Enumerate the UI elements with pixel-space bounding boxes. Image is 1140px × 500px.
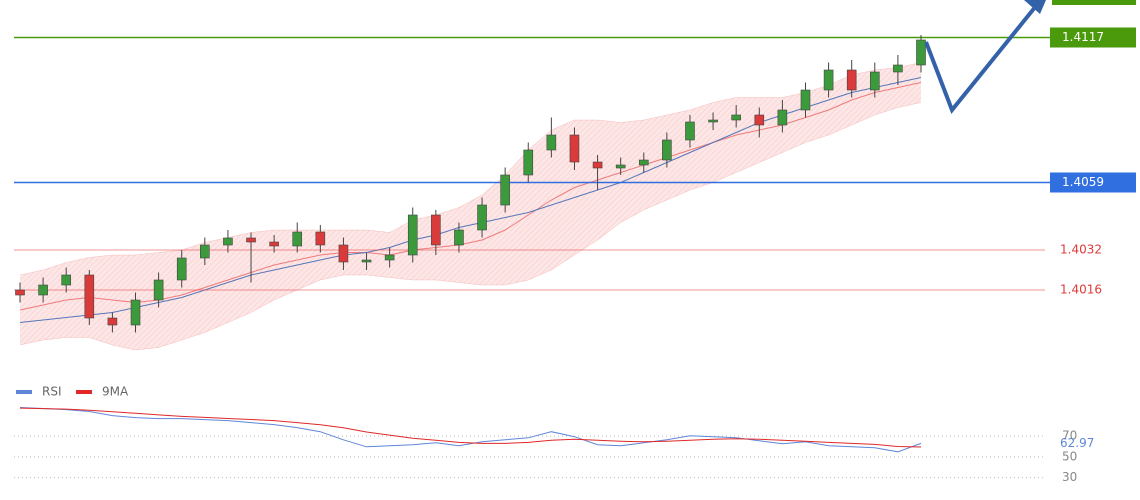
candle-body <box>38 284 48 296</box>
legend-label: 9MA <box>102 385 129 399</box>
candle-body <box>200 244 210 259</box>
price-level-label: 1.4032 <box>1060 243 1102 257</box>
legend-label: RSI <box>42 385 62 399</box>
candle-body <box>546 134 557 151</box>
price-tag <box>1050 27 1136 48</box>
candle-body <box>615 164 626 169</box>
candle-body <box>846 69 857 91</box>
candle-body <box>153 279 164 301</box>
candle-body <box>823 69 834 91</box>
candle-body <box>269 241 279 247</box>
candle-body <box>292 231 303 247</box>
price-tag <box>1050 172 1136 193</box>
candle-body <box>223 237 233 246</box>
candle-body <box>662 139 672 161</box>
y-tick-label: 50 <box>1062 449 1077 463</box>
indicator-line <box>19 407 922 448</box>
y-tick-label: 30 <box>1062 470 1077 484</box>
candle-body <box>315 231 326 246</box>
band-edge <box>19 102 922 351</box>
candle-body <box>500 174 510 206</box>
price-tag-label: 1.4059 <box>1062 175 1104 189</box>
candle-body <box>523 149 534 176</box>
candle-body <box>407 214 418 256</box>
candle-body <box>777 109 788 126</box>
candle-body <box>685 121 695 141</box>
offscreen-tag <box>1052 0 1136 5</box>
candle-body <box>869 71 880 91</box>
candle-body <box>176 257 187 281</box>
candle-body <box>84 274 95 319</box>
candle-body <box>61 274 72 286</box>
candle-body <box>107 317 118 326</box>
candle-body <box>15 289 25 296</box>
price-level-label: 1.4016 <box>1060 283 1102 297</box>
candle-body <box>130 299 141 326</box>
band-fill <box>20 62 921 350</box>
candle-body <box>708 119 718 123</box>
candle-body <box>638 159 649 166</box>
last-value-label: 62.97 <box>1060 436 1094 450</box>
candle-body <box>454 229 464 246</box>
moving-average <box>19 82 922 311</box>
band-edge <box>19 62 922 276</box>
candle-body <box>361 259 372 263</box>
candle-body <box>431 214 441 246</box>
candle-body <box>916 39 926 66</box>
candle-body <box>893 64 903 73</box>
indicator-line <box>19 407 922 453</box>
price-tag-label: 1.4117 <box>1062 30 1104 44</box>
legend-swatch <box>16 390 32 394</box>
candle-body <box>246 237 256 243</box>
legend-swatch <box>76 390 92 394</box>
forecast-arrow <box>924 4 1038 114</box>
forecast-arrowhead <box>1024 0 1046 14</box>
candle-body <box>384 254 395 261</box>
candle-body <box>754 114 765 126</box>
y-tick-label: 70 <box>1062 429 1077 443</box>
candle-body <box>731 114 741 121</box>
candle-body <box>338 244 349 263</box>
candle-body <box>592 161 603 169</box>
candle-body <box>477 204 487 231</box>
candle-body <box>800 89 811 111</box>
candle-body <box>569 134 580 163</box>
moving-average <box>19 77 922 323</box>
